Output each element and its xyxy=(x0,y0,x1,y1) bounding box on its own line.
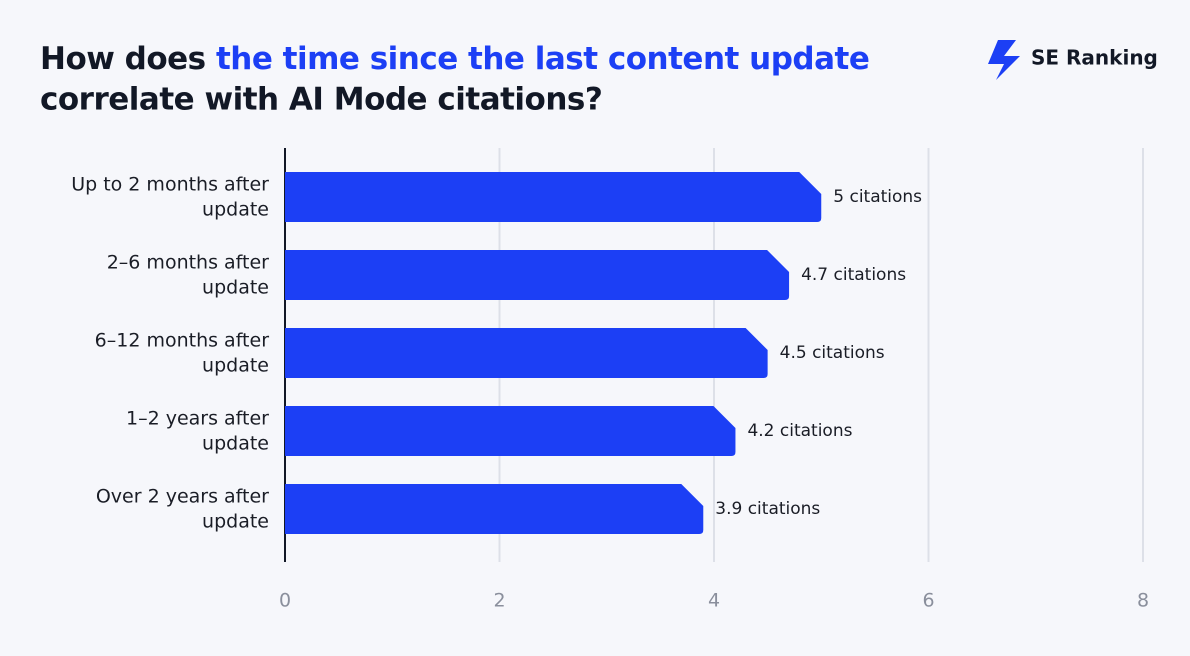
x-tick-label: 6 xyxy=(922,590,934,612)
bar xyxy=(285,406,736,456)
chart-title-rest: correlate with AI Mode citations? xyxy=(40,82,602,118)
y-tick-label: 2–6 months after update xyxy=(107,251,269,298)
logo-icon xyxy=(988,40,1020,80)
bar xyxy=(285,250,790,300)
label-line: 1–2 years after xyxy=(126,407,269,429)
x-tick-label: 4 xyxy=(708,590,720,612)
value-label: 4.2 citations xyxy=(747,421,852,441)
label-line: 6–12 months after xyxy=(95,329,270,351)
label-line: update xyxy=(202,354,269,376)
x-tick-label: 0 xyxy=(279,590,291,612)
label-line: 2–6 months after xyxy=(107,251,269,273)
label-line: update xyxy=(202,198,269,220)
value-label: 4.5 citations xyxy=(780,343,885,363)
y-tick-label: 6–12 months after update xyxy=(95,329,270,376)
label-line: update xyxy=(202,510,269,532)
bar xyxy=(285,328,768,378)
label-line: update xyxy=(202,276,269,298)
value-label: 3.9 citations xyxy=(715,499,820,519)
title-lead: How does xyxy=(40,41,206,77)
y-tick-label: Over 2 years after update xyxy=(96,485,269,532)
label-line: Up to 2 months after xyxy=(71,173,269,195)
value-label: 5 citations xyxy=(833,187,922,207)
title-highlight: the time since the last content update xyxy=(216,41,869,77)
x-tick-label: 8 xyxy=(1137,590,1149,612)
x-tick-label: 2 xyxy=(493,590,505,612)
logo: SE Ranking xyxy=(988,40,1158,80)
label-line: Over 2 years after xyxy=(96,485,269,507)
value-label: 4.7 citations xyxy=(801,265,906,285)
logo-text: SE Ranking xyxy=(1031,46,1158,70)
y-tick-label: Up to 2 months after update xyxy=(71,173,269,220)
y-tick-label: 1–2 years after update xyxy=(126,407,269,454)
bar xyxy=(285,172,822,222)
bar xyxy=(285,484,704,534)
label-line: update xyxy=(202,432,269,454)
chart-title: How does the time since the last content… xyxy=(40,41,869,77)
